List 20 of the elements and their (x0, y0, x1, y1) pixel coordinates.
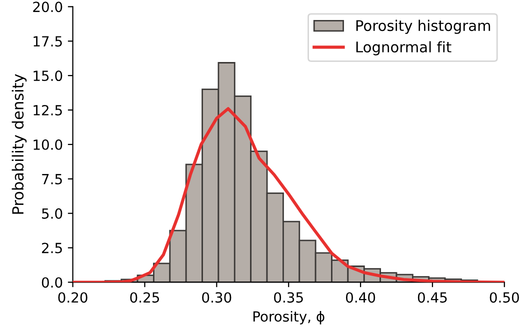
y-tick-label: 2.5 (42, 242, 62, 254)
x-tick-label: 0.35 (274, 292, 303, 303)
x-tick-label: 0.25 (130, 292, 159, 303)
x-axis-title: Porosity, ϕ (253, 310, 324, 324)
x-tick-label: 0.20 (58, 292, 88, 303)
y-tick-label: 15.0 (34, 70, 62, 82)
y-tick-label: 17.5 (34, 36, 62, 47)
legend-label: Porosity histogram (356, 20, 490, 34)
x-tick-label: 0.30 (202, 292, 232, 303)
y-tick-label: 12.5 (34, 104, 62, 116)
x-tick-label: 0.50 (490, 292, 519, 303)
y-tick-label: 10.0 (34, 139, 62, 150)
y-axis-title: Probability density (12, 74, 27, 214)
y-tick-label: 0.0 (42, 277, 62, 288)
x-tick-label: 0.40 (346, 292, 376, 303)
y-tick-label: 7.5 (42, 174, 62, 184)
y-tick-label: 5.0 (42, 208, 62, 219)
x-tick-label: 0.45 (418, 292, 447, 303)
legend-label: Lognormal fit (356, 41, 452, 56)
y-tick-label: 20.0 (33, 2, 62, 12)
